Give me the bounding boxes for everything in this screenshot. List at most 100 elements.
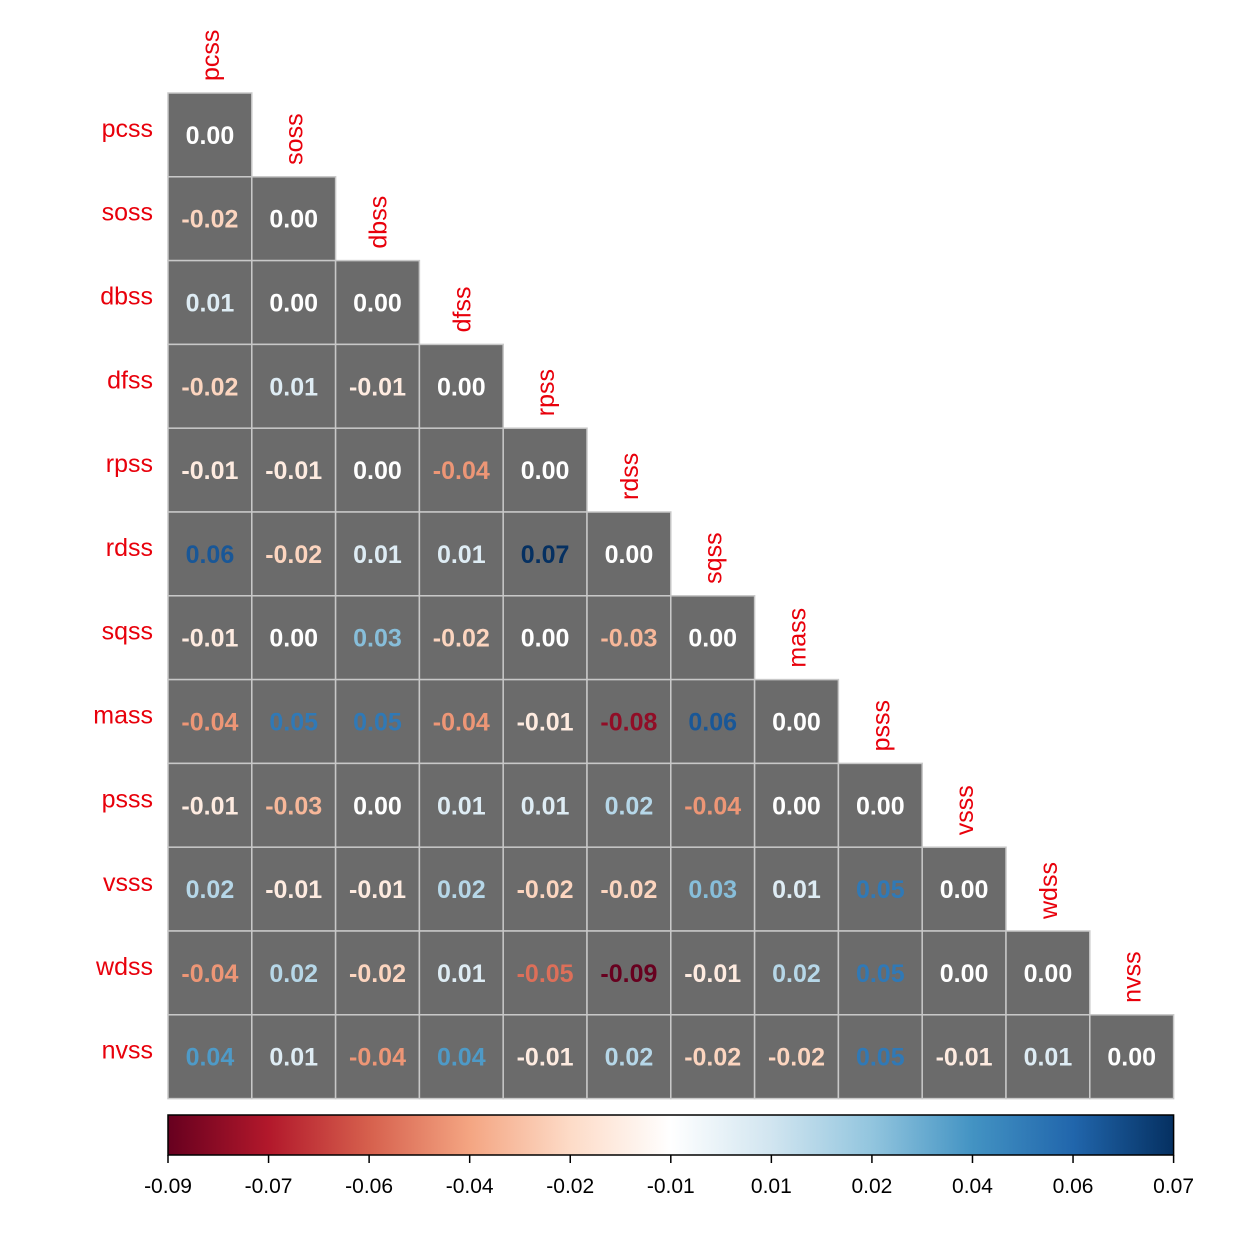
cell-value-nvss-vsss: -0.01 xyxy=(936,1044,993,1072)
cell-value-vsss-dbss: -0.01 xyxy=(349,876,406,904)
cell-vsss-dbss xyxy=(334,846,421,932)
col-label-soss: soss xyxy=(281,113,309,164)
colorbar: -0.09 -0.07 -0.06 -0.04 -0.02 -0.01 0.01 0.02 0.… xyxy=(144,1114,1194,1198)
col-label-mass: mass xyxy=(784,608,812,668)
cell-vsss-dfss xyxy=(418,846,504,932)
cell-value-nvss-pcss: 0.04 xyxy=(186,1044,235,1072)
cell-psss-rdss xyxy=(586,762,672,848)
cell-value-mass-rdss: -0.08 xyxy=(600,709,657,737)
row-label-wdss: wdss xyxy=(95,953,153,981)
cell-rpss-soss xyxy=(251,427,337,513)
cell-mass-pcss xyxy=(167,678,253,765)
cell-value-mass-sqss: 0.06 xyxy=(688,709,737,737)
cell-value-dbss-dbss: 0.00 xyxy=(353,290,402,318)
cell-value-rdss-rpss: 0.07 xyxy=(521,541,570,569)
colorbar-tick-label: -0.02 xyxy=(546,1175,594,1198)
cell-nvss-sqss xyxy=(670,1014,756,1100)
cell-value-wdss-rpss: -0.05 xyxy=(517,960,574,988)
cell-rdss-rdss xyxy=(586,511,672,597)
cell-nvss-pcss xyxy=(167,1014,253,1100)
cell-wdss-pcss xyxy=(167,930,253,1016)
cell-nvss-vsss xyxy=(921,1014,1007,1100)
row-label-pcss: pcss xyxy=(102,115,153,143)
row-label-rpss: rpss xyxy=(106,450,153,478)
cell-value-wdss-rdss: -0.09 xyxy=(600,960,657,988)
cell-value-rdss-pcss: 0.06 xyxy=(186,541,235,569)
cell-value-psss-dbss: 0.00 xyxy=(353,792,402,820)
cell-psss-sqss xyxy=(670,762,756,848)
col-label-vsss: vsss xyxy=(951,785,979,835)
cell-pcss-pcss xyxy=(167,92,253,178)
cell-sqss-sqss xyxy=(670,595,756,681)
cell-wdss-psss xyxy=(837,930,923,1016)
cell-rdss-dfss xyxy=(418,511,504,597)
colorbar-tick-label: 0.02 xyxy=(851,1175,892,1198)
cell-value-nvss-mass: -0.02 xyxy=(768,1044,825,1072)
cell-rdss-dbss xyxy=(334,511,421,597)
cell-vsss-rpss xyxy=(502,846,588,932)
cell-value-mass-soss: 0.05 xyxy=(269,709,318,737)
colorbar-tick-label: -0.04 xyxy=(446,1175,494,1198)
cell-value-rpss-soss: -0.01 xyxy=(265,457,322,485)
cell-value-soss-pcss: -0.02 xyxy=(181,206,238,234)
cells: 0.00 -0.02 0.00 0.01 0.00 0.00 -0.02 0.01 -0.01 0… xyxy=(167,92,1175,1100)
row-label-dbss: dbss xyxy=(100,283,153,311)
cell-dfss-soss xyxy=(251,343,337,429)
cell-value-mass-mass: 0.00 xyxy=(772,709,821,737)
cell-value-sqss-rpss: 0.00 xyxy=(521,625,570,653)
cell-nvss-nvss xyxy=(1089,1014,1175,1100)
cell-dfss-dfss xyxy=(418,343,504,429)
cell-value-wdss-mass: 0.02 xyxy=(772,960,821,988)
cell-value-nvss-dfss: 0.04 xyxy=(437,1044,486,1072)
colorbar-gradient xyxy=(167,1114,1175,1156)
cell-value-psss-psss: 0.00 xyxy=(856,792,905,820)
cell-value-vsss-dfss: 0.02 xyxy=(437,876,486,904)
cell-value-pcss-pcss: 0.00 xyxy=(186,122,235,150)
cell-nvss-soss xyxy=(251,1014,337,1100)
cell-rdss-rpss xyxy=(502,511,588,597)
cell-value-wdss-vsss: 0.00 xyxy=(940,960,989,988)
cell-vsss-pcss xyxy=(167,846,253,932)
cell-value-vsss-sqss: 0.03 xyxy=(688,876,737,904)
cell-value-dbss-soss: 0.00 xyxy=(269,290,318,318)
cell-value-wdss-pcss: -0.04 xyxy=(181,960,238,988)
cell-value-vsss-mass: 0.01 xyxy=(772,876,821,904)
row-label-rdss: rdss xyxy=(106,534,153,562)
cell-value-wdss-wdss: 0.00 xyxy=(1024,960,1073,988)
cell-rpss-dfss xyxy=(418,427,504,513)
cell-value-nvss-rpss: -0.01 xyxy=(517,1044,574,1072)
cell-nvss-dbss xyxy=(334,1014,421,1100)
cell-value-wdss-dfss: 0.01 xyxy=(437,960,486,988)
cell-value-wdss-dbss: -0.02 xyxy=(349,960,406,988)
colorbar-tick-label: -0.01 xyxy=(647,1175,695,1198)
cell-value-sqss-dbss: 0.03 xyxy=(353,625,402,653)
cell-psss-pcss xyxy=(167,762,253,848)
cell-wdss-rdss xyxy=(586,930,672,1016)
row-label-dfss: dfss xyxy=(107,366,153,394)
cell-nvss-rdss xyxy=(586,1014,672,1100)
cell-value-wdss-psss: 0.05 xyxy=(856,960,905,988)
cell-value-rdss-rdss: 0.00 xyxy=(605,541,654,569)
cell-nvss-dfss xyxy=(418,1014,504,1100)
cell-value-psss-mass: 0.00 xyxy=(772,792,821,820)
row-label-psss: psss xyxy=(102,785,153,813)
cell-sqss-rdss xyxy=(586,595,672,681)
cell-value-psss-pcss: -0.01 xyxy=(181,792,238,820)
cell-value-sqss-rdss: -0.03 xyxy=(600,625,657,653)
cell-value-nvss-rdss: 0.02 xyxy=(605,1044,654,1072)
cell-value-dbss-pcss: 0.01 xyxy=(186,290,235,318)
colorbar-tick-label: -0.09 xyxy=(144,1175,192,1198)
cell-value-psss-rpss: 0.01 xyxy=(521,792,570,820)
colorbar-tick-label: 0.04 xyxy=(952,1175,993,1198)
colorbar-tick-label: -0.06 xyxy=(345,1175,393,1198)
col-label-rpss: rpss xyxy=(532,369,560,416)
cell-value-rpss-pcss: -0.01 xyxy=(181,457,238,485)
cell-dbss-dbss xyxy=(334,259,421,346)
cell-value-vsss-soss: -0.01 xyxy=(265,876,322,904)
cell-value-vsss-psss: 0.05 xyxy=(856,876,905,904)
cell-mass-mass xyxy=(753,678,840,765)
cell-value-rpss-rpss: 0.00 xyxy=(521,457,570,485)
cell-value-sqss-sqss: 0.00 xyxy=(688,625,737,653)
col-label-sqss: sqss xyxy=(700,532,728,583)
cell-value-sqss-soss: 0.00 xyxy=(269,625,318,653)
